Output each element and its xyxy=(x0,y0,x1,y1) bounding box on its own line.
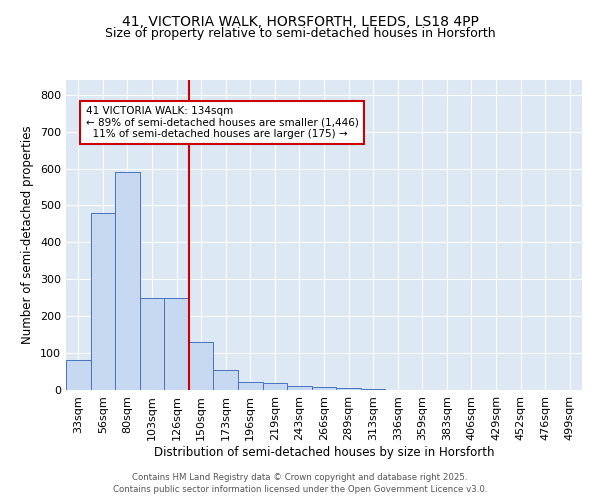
Bar xyxy=(115,172,140,390)
Bar xyxy=(140,298,164,390)
Bar xyxy=(91,213,115,390)
Text: Contains public sector information licensed under the Open Government Licence v3: Contains public sector information licen… xyxy=(113,484,487,494)
Text: 41 VICTORIA WALK: 134sqm
← 89% of semi-detached houses are smaller (1,446)
  11%: 41 VICTORIA WALK: 134sqm ← 89% of semi-d… xyxy=(86,106,359,139)
X-axis label: Distribution of semi-detached houses by size in Horsforth: Distribution of semi-detached houses by … xyxy=(154,446,494,458)
Text: Contains HM Land Registry data © Crown copyright and database right 2025.: Contains HM Land Registry data © Crown c… xyxy=(132,473,468,482)
Text: Size of property relative to semi-detached houses in Horsforth: Size of property relative to semi-detach… xyxy=(104,28,496,40)
Y-axis label: Number of semi-detached properties: Number of semi-detached properties xyxy=(22,126,34,344)
Bar xyxy=(312,387,336,390)
Bar xyxy=(263,384,287,390)
Bar xyxy=(287,386,312,390)
Bar xyxy=(214,370,238,390)
Bar xyxy=(238,382,263,390)
Text: 41, VICTORIA WALK, HORSFORTH, LEEDS, LS18 4PP: 41, VICTORIA WALK, HORSFORTH, LEEDS, LS1… xyxy=(122,15,478,29)
Bar xyxy=(189,342,214,390)
Bar xyxy=(164,298,189,390)
Bar xyxy=(336,388,361,390)
Bar xyxy=(66,360,91,390)
